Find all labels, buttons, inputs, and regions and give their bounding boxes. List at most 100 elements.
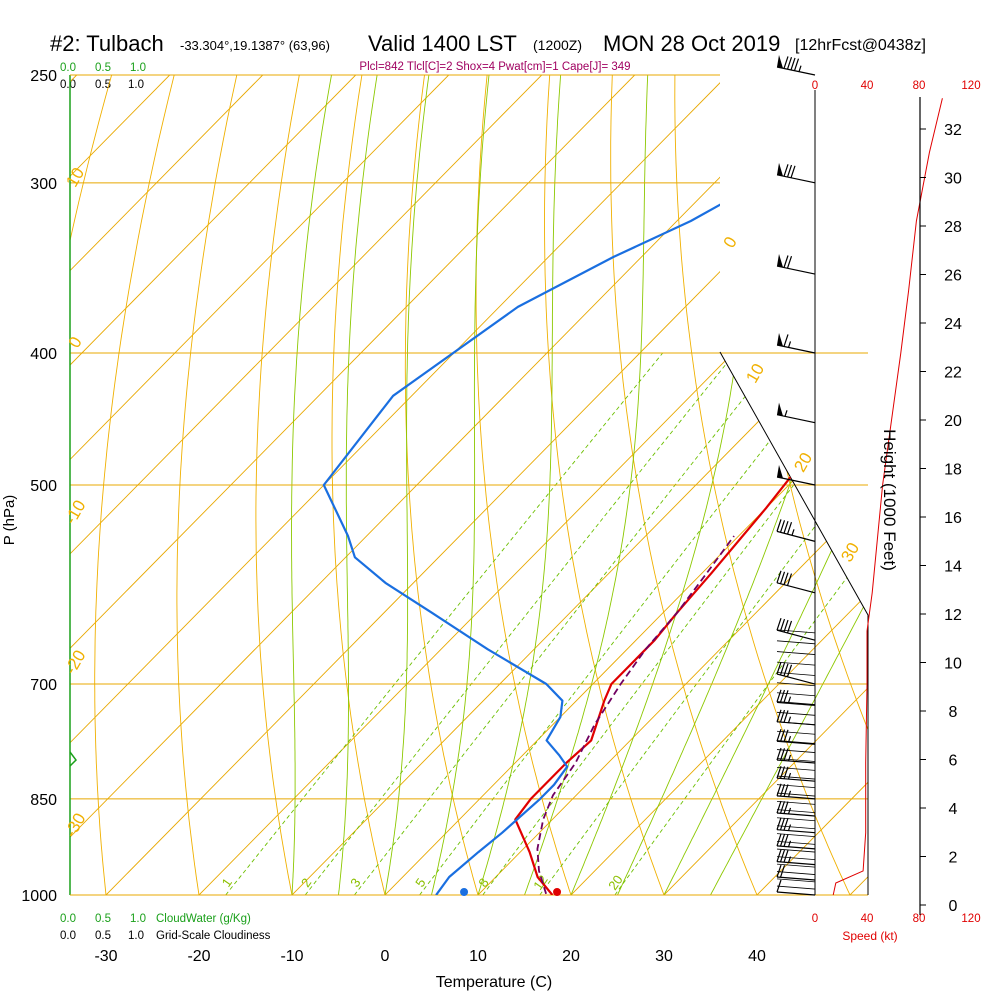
height-tick-label: 0 [949, 898, 958, 915]
temperature-tick-label: 30 [655, 948, 673, 965]
height-tick-label: 8 [949, 704, 958, 721]
wind-barb-staff [776, 817, 816, 822]
speed-tick-bottom: 120 [961, 913, 980, 925]
temperature-tick-label: -20 [187, 948, 210, 965]
temperature-tick-label: -10 [280, 948, 303, 965]
pressure-tick-label: 850 [30, 792, 57, 809]
speed-tick-top: 120 [961, 80, 980, 92]
pressure-tick-label: 500 [30, 478, 57, 495]
wind-barb [776, 333, 816, 354]
cloud-top-green-1: 0.5 [95, 62, 111, 74]
dry-adiabat-line [544, 75, 665, 895]
mixing-ratio-label: 20 [605, 872, 626, 892]
height-tick-label: 12 [944, 607, 962, 624]
cloud-scale-bottom: 0.0 0.5 1.0 CloudWater (g/Kg) 0.0 0.5 1.… [60, 913, 271, 942]
wind-barb-staff [776, 885, 816, 890]
height-tick-label: 30 [944, 171, 962, 188]
valid-zulu: (1200Z) [533, 37, 582, 53]
dry-adiabat-label: -30 [61, 810, 90, 841]
mixing-ratio-label: 3 [347, 875, 363, 890]
wind-barb-staff [776, 775, 816, 780]
cloud-top-black-0: 0.0 [60, 79, 76, 91]
cloud-bot-green-0: 0.0 [60, 913, 76, 925]
wind-barb-staff [776, 848, 816, 853]
tropopause-boundary [719, 351, 869, 895]
temperature-trace [514, 108, 868, 895]
wind-barb [776, 162, 816, 184]
dry-adiabat-label: 30 [837, 539, 863, 565]
dry-adiabat-label: -20 [61, 647, 90, 678]
valid-time: Valid 1400 LST [368, 31, 517, 56]
pressure-tick-label: 300 [30, 176, 57, 193]
mixing-ratio-line [225, 352, 664, 895]
isotherm-line [70, 75, 357, 895]
wind-barb-staff [776, 809, 816, 814]
dry-adiabat-label: 0 [65, 333, 86, 351]
moist-adiabat-line [663, 75, 868, 895]
wind-barb-staff [776, 825, 816, 830]
pressure-tick-label: 250 [30, 68, 57, 85]
wind-barb-staff [776, 863, 816, 868]
temperature-tick-label: 0 [381, 948, 390, 965]
moist-adiabat-line [384, 75, 430, 895]
dry-adiabat-line [94, 75, 175, 895]
speed-tick-top: 0 [812, 80, 818, 92]
wind-barb [776, 689, 816, 706]
height-tick-label: 2 [949, 850, 958, 867]
mixing-ratio-label: 1 [218, 875, 234, 890]
params-line: Plcl=842 Tlcl[C]=2 Shox=4 Pwat[cm]=1 Cap… [359, 61, 630, 73]
dry-adiabat-line [988, 75, 1000, 895]
wind-barb-staff [776, 792, 816, 797]
temperature-tick-label: 40 [748, 948, 766, 965]
temperature-tick-label: 20 [562, 948, 580, 965]
speed-tick-bottom: 40 [861, 913, 874, 925]
mixing-ratio-label: 5 [412, 875, 428, 890]
wind-barb-staff [776, 801, 816, 805]
wind-speed-line [832, 98, 943, 896]
wind-barb [776, 661, 816, 685]
speed-tick-top: 40 [861, 80, 874, 92]
height-tick-label: 20 [944, 413, 962, 430]
height-tick-label: 18 [944, 462, 962, 479]
wind-barb [776, 402, 816, 424]
wind-barb [776, 570, 816, 594]
moist-adiabat-line [431, 75, 490, 895]
cloud-scale-top: 0.0 0.5 1.0 0.0 0.5 1.0 [60, 62, 146, 91]
moist-adiabat-line [710, 75, 868, 895]
wind-barb-staff [776, 871, 816, 875]
isotherm-line [70, 75, 264, 895]
cloud-top-green-0: 0.0 [60, 62, 76, 74]
moist-adiabat-line [338, 75, 378, 895]
wind-barb-staff [776, 711, 816, 716]
cloud-bot-black-2: 1.0 [128, 930, 144, 942]
height-tick-label: 16 [944, 510, 962, 527]
wind-barbs [776, 55, 816, 896]
surface-markers [460, 888, 562, 896]
pressure-tick-label: 700 [30, 677, 57, 694]
cloud-top-black-2: 1.0 [128, 79, 144, 91]
valid-date: MON 28 Oct 2019 [603, 31, 780, 56]
moist-adiabat-line [477, 75, 562, 895]
height-tick-label: 32 [944, 122, 962, 139]
wind-barb-staff [776, 784, 816, 789]
isotherm-line [663, 75, 868, 895]
y-axis-label: P (hPa) [1, 495, 18, 546]
wind-barb-staff [776, 766, 816, 771]
mixing-ratio-line [354, 352, 780, 895]
wind-barb-staff [776, 749, 816, 753]
height-tick-label: 14 [944, 559, 962, 576]
mixing-ratio-line [419, 352, 839, 895]
moist-adiabat-line [524, 75, 649, 895]
height-axis-label: Height (1000 Feet) [880, 429, 899, 571]
height-tick-label: 26 [944, 268, 962, 285]
wind-barb-staff [776, 702, 816, 706]
cloudwater-label: CloudWater (g/Kg) [156, 913, 251, 925]
cloudwater-trace [69, 751, 77, 767]
wind-barb [776, 618, 816, 641]
dry-adiabat-line [255, 75, 300, 895]
dry-adiabat-label: 10 [62, 164, 88, 190]
wind-barb [776, 254, 816, 275]
wind-barb-staff [776, 878, 816, 883]
